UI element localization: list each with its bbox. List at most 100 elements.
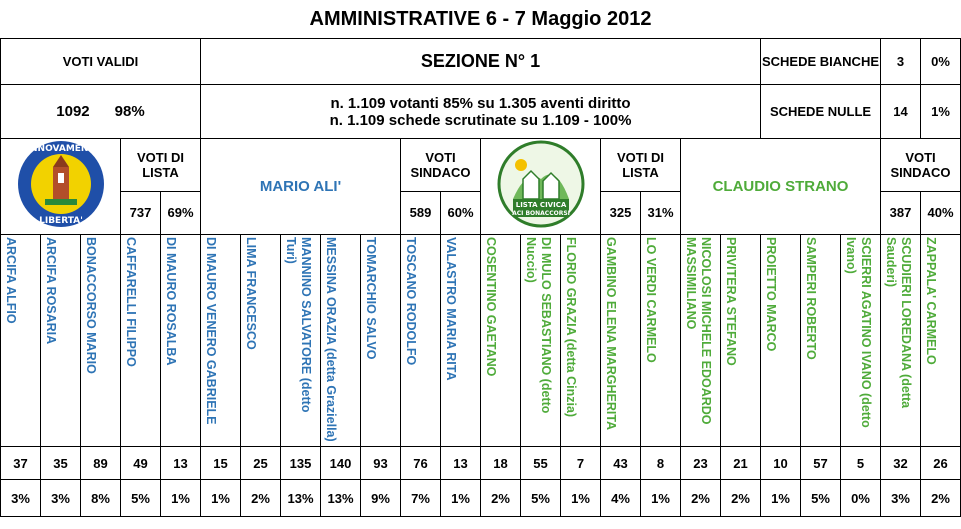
- candidate-name: ARCIFA ALFIO: [4, 237, 18, 324]
- voti-lista-2: 325: [600, 190, 641, 236]
- candidate-votes: 25: [240, 446, 281, 480]
- voti-sindaco-pct-2: 40%: [920, 190, 961, 236]
- candidate-pct: 7%: [400, 479, 441, 517]
- candidate-votes: 18: [480, 446, 521, 480]
- candidate-pct: 1%: [640, 479, 681, 517]
- schede-nulle-label: SCHEDE NULLE: [760, 84, 881, 139]
- candidate-votes: 26: [920, 446, 961, 480]
- candidate-name: GAMBINO ELENA MARGHERITA: [604, 237, 618, 431]
- candidate-name-cell: VALASTRO MARIA RITA: [440, 234, 481, 447]
- svg-text:LISTA CIVICA: LISTA CIVICA: [515, 201, 566, 209]
- voti-sindaco-2: 387: [880, 190, 921, 236]
- rinnovamento-liberta-logo: RINNOVAMENTO LIBERTA': [17, 141, 104, 227]
- voti-sindaco-label-1: VOTI SINDACO: [400, 138, 481, 192]
- candidate-name: DI MAURO VENERO GABRIELE: [204, 237, 218, 425]
- candidate-name-cell: ZAPPALA' CARMELO: [920, 234, 961, 447]
- candidate-votes: 13: [440, 446, 481, 480]
- page-title: AMMINISTRATIVE 6 - 7 Maggio 2012: [309, 7, 652, 30]
- candidate-pct: 1%: [200, 479, 241, 517]
- candidate-name: VALASTRO MARIA RITA: [444, 237, 458, 381]
- candidate-votes: 43: [600, 446, 641, 480]
- candidate-pct: 1%: [440, 479, 481, 517]
- voti-validi-value: 1092: [56, 103, 90, 120]
- voti-validi-pct: 98%: [114, 103, 145, 120]
- candidate-name: TOSCANO RODOLFO: [404, 237, 418, 366]
- candidate-name-cell: ARCIFA ALFIO: [0, 234, 41, 447]
- schede-bianche-pct: 0%: [920, 38, 961, 85]
- candidate-votes: 89: [80, 446, 121, 480]
- candidate-name-cell: TOMARCHIO SALVO: [360, 234, 401, 447]
- candidate-pct: 3%: [880, 479, 921, 517]
- affluenza-line2: n. 1.109 schede scrutinate su 1.109 - 10…: [329, 111, 632, 129]
- candidate-votes: 55: [520, 446, 561, 480]
- candidate-name: TOMARCHIO SALVO: [364, 237, 378, 360]
- candidate-name-cell: DI MULO SEBASTIANO (detto Nuccio): [520, 234, 561, 447]
- candidate-name: LIMA FRANCESCO: [244, 237, 258, 350]
- candidate-votes: 32: [880, 446, 921, 480]
- affluenza-line1: n. 1.109 votanti 85% su 1.305 aventi dir…: [330, 94, 631, 112]
- candidate-name: MANNINO SALVATORE (detto Turi): [284, 237, 313, 413]
- candidate-pct: 2%: [720, 479, 761, 517]
- candidate-name-cell: SCUDIERI LOREDANA (detta Sauderi): [880, 234, 921, 447]
- candidate-name: BONACCORSO MARIO: [84, 237, 98, 374]
- candidate-name: FLORIO GRAZIA (detta Cinzia): [564, 237, 578, 418]
- candidate-votes: 57: [800, 446, 841, 480]
- candidate-votes: 35: [40, 446, 81, 480]
- candidate-name: PROIETTO MARCO: [764, 237, 778, 352]
- candidate-name: NICOLOSI MICHELE EDOARDO MASSIMILIANO: [684, 237, 713, 425]
- candidate-votes: 8: [640, 446, 681, 480]
- svg-text:LIBERTA': LIBERTA': [39, 216, 83, 226]
- candidate-name-cell: DI MAURO VENERO GABRIELE: [200, 234, 241, 447]
- candidate-name: DI MULO SEBASTIANO (detto Nuccio): [524, 237, 553, 414]
- schede-bianche-value: 3: [880, 38, 921, 85]
- candidate-pct: 2%: [680, 479, 721, 517]
- candidate-name: SCUDIERI LOREDANA (detta Sauderi): [884, 237, 913, 409]
- candidate-votes: 21: [720, 446, 761, 480]
- candidate-votes: 135: [280, 446, 321, 480]
- voti-lista-label-2: VOTI DI LISTA: [600, 138, 681, 192]
- candidate-name-cell: NICOLOSI MICHELE EDOARDO MASSIMILIANO: [680, 234, 721, 447]
- voti-lista-1: 737: [120, 190, 161, 236]
- voti-validi-summary: 1092 98%: [0, 84, 201, 139]
- candidate-name-cell: CAFFARELLI FILIPPO: [120, 234, 161, 447]
- candidate-name: SCIERRI AGATINO IVANO (detto Ivano): [844, 237, 873, 428]
- candidate-votes: 10: [760, 446, 801, 480]
- candidate-pct: 5%: [520, 479, 561, 517]
- candidate-pct: 13%: [280, 479, 321, 517]
- candidate-pct: 2%: [920, 479, 961, 517]
- candidate-pct: 5%: [800, 479, 841, 517]
- candidate-name-cell: TOSCANO RODOLFO: [400, 234, 441, 447]
- candidate-pct: 8%: [80, 479, 121, 517]
- candidate-names-row: ARCIFA ALFIO ARCIFA ROSARIA BONACCORSO MAR…: [0, 234, 961, 447]
- voti-sindaco-label-2: VOTI SINDACO: [880, 138, 961, 192]
- candidate-name: LO VERDI CARMELO: [644, 237, 658, 363]
- candidate-pct: 0%: [840, 479, 881, 517]
- candidate-pct: 2%: [480, 479, 521, 517]
- lista-civica-logo-cell: LISTA CIVICA ACI BONACCORSI: [480, 138, 601, 235]
- results-table: VOTI VALIDI SEZIONE N° 1 SCHEDE BIANCHE …: [0, 38, 961, 517]
- rinnovamento-logo-cell: RINNOVAMENTO LIBERTA': [0, 138, 121, 235]
- voti-sindaco-1: 589: [400, 190, 441, 236]
- candidate-name: ARCIFA ROSARIA: [44, 237, 58, 345]
- candidate-votes: 7: [560, 446, 601, 480]
- voti-validi-label: VOTI VALIDI: [0, 38, 201, 85]
- schede-nulle-pct: 1%: [920, 84, 961, 139]
- candidate-votes: 93: [360, 446, 401, 480]
- candidate-pct: 9%: [360, 479, 401, 517]
- candidate-pct: 1%: [160, 479, 201, 517]
- sindaco-name-2: CLAUDIO STRANO: [680, 138, 881, 235]
- candidate-votes: 15: [200, 446, 241, 480]
- candidate-votes: 49: [120, 446, 161, 480]
- candidate-name: ZAPPALA' CARMELO: [924, 237, 938, 365]
- candidate-name: MESSINA ORAZIA (detta Graziella): [324, 237, 338, 442]
- candidate-pct: 4%: [600, 479, 641, 517]
- candidate-name-cell: MESSINA ORAZIA (detta Graziella): [320, 234, 361, 447]
- sezione-title: SEZIONE N° 1: [200, 38, 761, 85]
- schede-bianche-label: SCHEDE BIANCHE: [760, 38, 881, 85]
- candidate-votes: 37: [0, 446, 41, 480]
- candidate-name-cell: LO VERDI CARMELO: [640, 234, 681, 447]
- candidate-name-cell: BONACCORSO MARIO: [80, 234, 121, 447]
- svg-text:ACI BONACCORSI: ACI BONACCORSI: [512, 210, 570, 217]
- schede-nulle-value: 14: [880, 84, 921, 139]
